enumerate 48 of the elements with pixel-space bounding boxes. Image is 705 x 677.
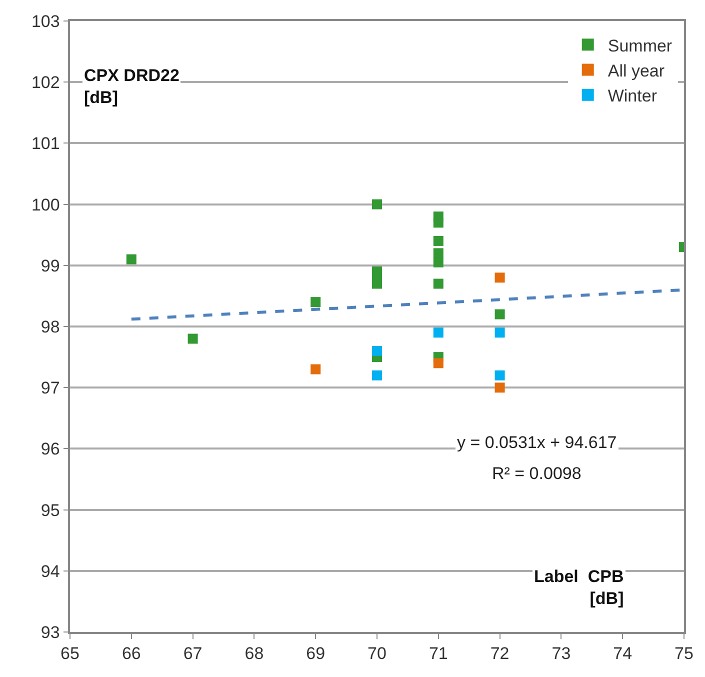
point: [372, 370, 382, 380]
point: [433, 236, 444, 246]
legend-label: Summer: [608, 36, 672, 56]
y-axis-title: CPX DRD22 [dB]: [84, 66, 180, 108]
y-tick-label: 96: [40, 440, 60, 459]
y-tick-label: 101: [31, 134, 60, 154]
y-tick-label: 99: [40, 256, 60, 276]
y-tick-label: 103: [31, 12, 60, 31]
point: [433, 248, 444, 258]
x-tick-label: 71: [428, 644, 448, 664]
point: [310, 297, 321, 308]
legend-label: Winter: [608, 86, 658, 106]
point: [126, 254, 136, 264]
x-tick-label: 74: [613, 644, 632, 664]
point: [433, 358, 444, 368]
x-tick-label: 67: [183, 644, 202, 664]
x-tick-label: 66: [122, 644, 141, 664]
point: [310, 364, 321, 374]
y-tick-label: 94: [40, 562, 60, 581]
x-axis-title: Label CPB [dB]: [534, 567, 624, 608]
legend-label: All year: [608, 61, 665, 80]
x-tick-label: 68: [244, 644, 264, 664]
point: [433, 218, 444, 228]
x-tick-label: 70: [368, 644, 386, 664]
x-tick-label: 65: [60, 644, 80, 664]
x-tick-label: 75: [674, 644, 694, 664]
y-tick-label: 100: [31, 195, 60, 214]
y-tick-label: 93: [40, 622, 60, 642]
point: [494, 328, 505, 338]
point: [433, 257, 444, 268]
annotation: R² = 0.0098: [492, 464, 582, 483]
point: [188, 334, 198, 344]
x-tick-label: 72: [490, 644, 510, 664]
point: [494, 272, 505, 283]
point: [494, 382, 505, 393]
y-tick-label: 98: [40, 317, 60, 336]
point: [433, 278, 444, 289]
point: [433, 328, 444, 338]
x-tick-label: 69: [306, 644, 326, 664]
x-tick-label: 73: [552, 644, 571, 664]
annotation: y = 0.0531x + 94.617: [457, 433, 617, 452]
point: [494, 370, 505, 380]
y-tick-label: 102: [31, 73, 60, 92]
y-tick-label: 95: [40, 500, 60, 520]
point: [494, 309, 505, 320]
point: [372, 199, 382, 210]
point: [372, 346, 382, 356]
y-tick-label: 97: [40, 378, 60, 398]
